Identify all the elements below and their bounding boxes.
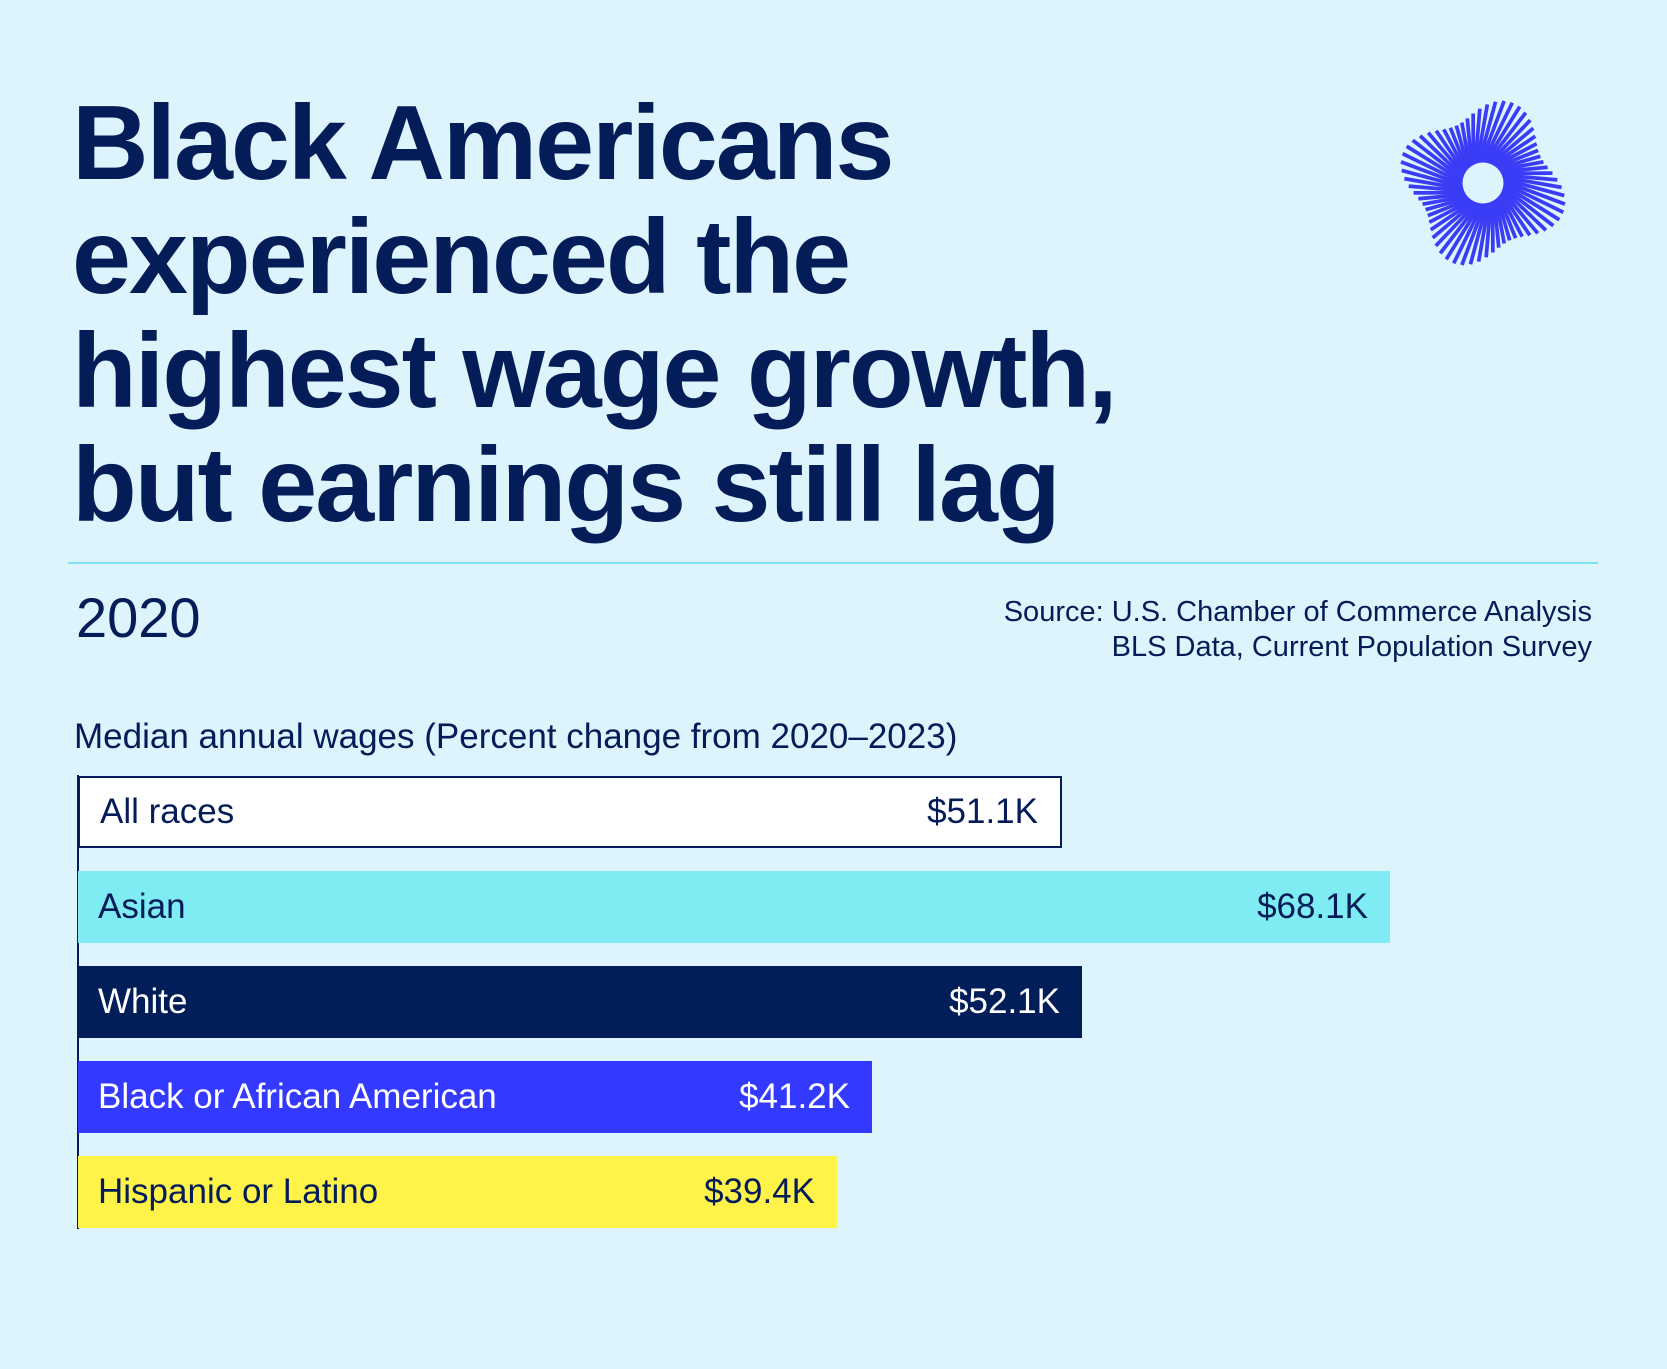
logo-ray xyxy=(1500,189,1540,235)
logo-ray xyxy=(1492,199,1501,248)
logo-ray xyxy=(1460,202,1487,266)
logo-ray xyxy=(1502,181,1565,214)
logo-ray xyxy=(1496,154,1541,171)
logo-ray xyxy=(1438,201,1481,255)
logo-center xyxy=(1462,162,1504,204)
logo-ray xyxy=(1485,111,1528,165)
logo-ray xyxy=(1477,101,1498,164)
source-line-1: Source: U.S. Chamber of Commerce Analysi… xyxy=(1003,596,1592,628)
logo-ray xyxy=(1502,183,1561,222)
bar-hispanic-or-latino: Hispanic or Latino $39.4K xyxy=(78,1156,837,1228)
logo-ray xyxy=(1429,199,1475,232)
logo-ray xyxy=(1404,176,1464,191)
bar-value-label: $68.1K xyxy=(1257,887,1368,926)
bar-black-or-african-american: Black or African American $41.2K xyxy=(78,1061,872,1133)
logo-ray xyxy=(1473,108,1482,165)
logo-ray xyxy=(1431,200,1477,240)
logo-ray xyxy=(1497,195,1518,239)
bar-category-label: White xyxy=(98,982,188,1021)
logo-ray xyxy=(1405,144,1464,183)
logo-ray xyxy=(1501,185,1555,228)
logo-ray xyxy=(1494,198,1507,244)
logo-ray xyxy=(1408,184,1465,193)
source-line-2: BLS Data, Current Population Survey xyxy=(1111,631,1592,663)
logo-ray xyxy=(1425,195,1470,212)
logo-ray xyxy=(1411,138,1465,181)
logo-ray xyxy=(1459,122,1472,168)
bar-category-label: Hispanic or Latino xyxy=(98,1172,379,1211)
logo-ray xyxy=(1484,201,1493,258)
logo-ray xyxy=(1468,202,1489,265)
bar-all-races: All races $51.1K xyxy=(78,776,1062,848)
logo-ray xyxy=(1479,100,1506,164)
logo-ray xyxy=(1454,125,1471,170)
bar-value-label: $51.1K xyxy=(927,792,1038,831)
logo-ray xyxy=(1428,198,1473,224)
bar-white: White $52.1K xyxy=(78,966,1082,1038)
logo-ray xyxy=(1493,142,1538,168)
logo-ray xyxy=(1442,128,1468,173)
logo-ray xyxy=(1495,148,1539,169)
logo-ray xyxy=(1465,118,1474,167)
source-note: Source: U.S. Chamber of Commerce Analysi… xyxy=(1004,595,1592,665)
logo-ray xyxy=(1491,134,1537,167)
bar-value-label: $41.2K xyxy=(739,1077,850,1116)
logo-ray xyxy=(1502,175,1562,190)
logo-ray xyxy=(1426,131,1466,177)
logo-ray xyxy=(1427,197,1471,218)
logo-ray xyxy=(1498,193,1524,238)
logo-ray xyxy=(1499,165,1548,174)
logo-ray xyxy=(1401,168,1464,189)
year-label: 2020 xyxy=(76,586,201,649)
logo-ray xyxy=(1422,194,1468,207)
chart-title: Median annual wages (Percent change from… xyxy=(74,717,958,756)
logo-ray xyxy=(1501,173,1558,182)
logo-ray xyxy=(1476,202,1491,262)
logo-ray xyxy=(1499,191,1532,237)
bar-category-label: All races xyxy=(100,792,235,831)
logo-ray xyxy=(1495,196,1512,241)
page-title: Black Americans experienced the highest … xyxy=(72,84,1118,544)
divider xyxy=(68,562,1598,564)
logo-ray xyxy=(1444,202,1483,261)
logo-ray xyxy=(1400,160,1464,187)
logo-ray xyxy=(1502,177,1565,198)
logo-ray xyxy=(1502,179,1566,206)
bar-category-label: Asian xyxy=(98,887,186,926)
radial-burst-logo-icon xyxy=(1400,100,1566,266)
logo-ray xyxy=(1481,101,1514,164)
logo-ray xyxy=(1475,104,1490,164)
bar-asian: Asian $68.1K xyxy=(78,871,1390,943)
logo-ray xyxy=(1498,159,1544,172)
bar-value-label: $39.4K xyxy=(704,1172,815,1211)
bar-value-label: $52.1K xyxy=(949,982,1060,1021)
logo-ray xyxy=(1401,152,1464,185)
logo-ray xyxy=(1489,126,1535,166)
bar-category-label: Black or African American xyxy=(98,1077,497,1116)
logo-ray xyxy=(1418,192,1467,201)
logo-ray xyxy=(1452,202,1485,265)
logo-ray xyxy=(1434,129,1467,175)
logo-ray xyxy=(1418,134,1465,179)
logo-ray xyxy=(1483,105,1522,164)
logo-ray xyxy=(1501,187,1548,232)
logo-ray xyxy=(1434,201,1479,248)
logo-ray xyxy=(1448,127,1469,171)
logo-ray xyxy=(1487,118,1532,165)
